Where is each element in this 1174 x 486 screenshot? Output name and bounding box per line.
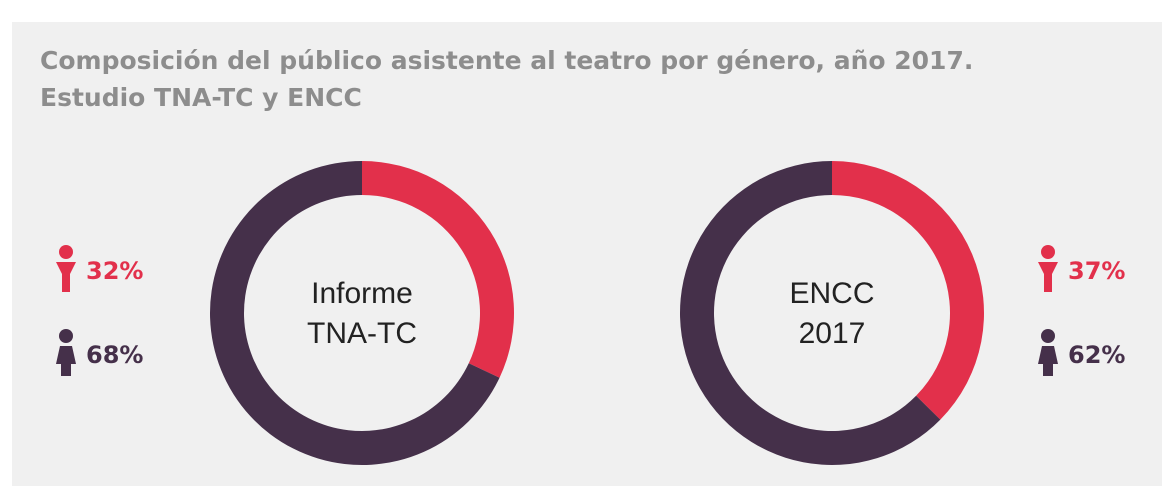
center-label: TNA-TC [307,317,417,350]
center-label: ENCC [789,277,874,310]
female-icon [1041,245,1055,259]
legend-value: 32% [86,257,143,285]
legend-value: 62% [1068,341,1125,369]
legend-value: 68% [86,341,143,369]
donut-segment [680,161,941,465]
male-icon [1041,329,1055,343]
legend-value: 37% [1068,257,1125,285]
female-icon [56,262,76,292]
donut-segment [362,161,514,378]
donut-segment [832,161,985,420]
male-icon [56,346,76,376]
female-icon [59,245,73,259]
female-icon [1038,262,1058,292]
center-label: 2017 [799,317,866,350]
male-icon [59,329,73,343]
title-line: Composición del público asistente al tea… [40,46,973,75]
center-label: Informe [311,277,413,310]
male-icon [1038,346,1058,376]
title-line: Estudio TNA-TC y ENCC [40,83,362,112]
